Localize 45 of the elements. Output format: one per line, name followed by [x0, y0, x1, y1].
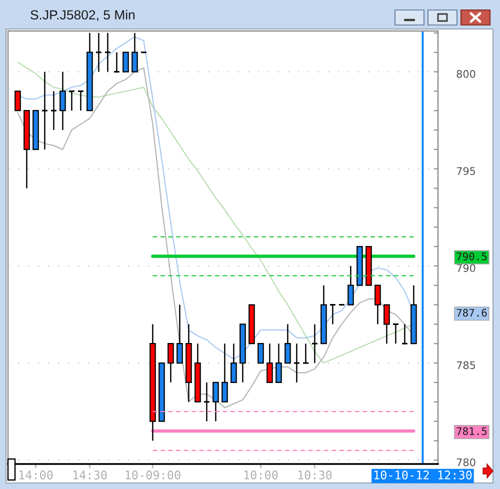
y-tick-label: 790 [456, 264, 476, 272]
y-tick-label: 795 [456, 167, 476, 175]
x-tick-label: 10-10-12 12:30 [374, 470, 472, 480]
candlestick [50, 90, 58, 131]
y-tick-label: 785 [456, 361, 476, 370]
candlestick [60, 71, 66, 131]
candlestick [302, 342, 310, 364]
y-tick-label: 800 [456, 70, 476, 78]
candlestick [374, 284, 381, 325]
candlestick [258, 343, 264, 364]
x-tick-label: 14:30 [73, 470, 107, 480]
candlestick [311, 324, 318, 364]
y-tick-label: 780 [456, 458, 476, 466]
candlestick [113, 52, 120, 73]
candlestick [329, 304, 336, 325]
candlestick [68, 90, 76, 112]
candlestick [293, 342, 300, 384]
candlestick [348, 265, 354, 306]
chart-title: S.JP.J5802, 5 Min [30, 10, 135, 22]
candlestick [284, 324, 291, 364]
x-tick-label: 14:00 [19, 470, 53, 480]
y-tick-label: 787.6 [456, 308, 487, 317]
candlestick [203, 382, 210, 422]
candlestick [276, 342, 282, 384]
candlestick [77, 90, 84, 112]
x-tick-label: 10:00 [244, 470, 278, 480]
candlestick [401, 324, 408, 344]
candlestick [266, 342, 273, 384]
candlestick [41, 71, 48, 150]
candlestick [212, 382, 219, 422]
candlestick [168, 342, 174, 384]
candlestick [14, 90, 21, 112]
candlestick [95, 32, 102, 72]
candlestick [122, 52, 129, 72]
y-tick-label: 781.5 [456, 427, 487, 436]
candlestick [384, 304, 390, 344]
candlestick [392, 323, 400, 344]
x-tick-label: 10-09:00 [126, 470, 180, 480]
candlestick [132, 32, 138, 72]
y-tick-label: 790.5 [456, 252, 487, 260]
candlestick [230, 342, 237, 384]
candlestick [222, 342, 228, 402]
candlestick [176, 304, 183, 364]
x-tick-label: 10:30 [298, 470, 332, 480]
candlestick [104, 32, 112, 72]
